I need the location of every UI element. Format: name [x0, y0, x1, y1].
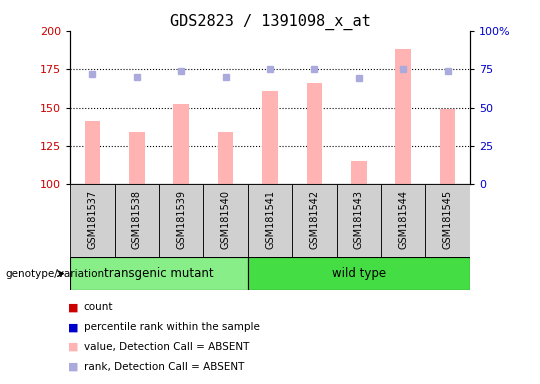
Bar — [336, 184, 381, 257]
Bar — [248, 184, 292, 257]
Bar — [292, 184, 336, 257]
Text: GSM181539: GSM181539 — [176, 190, 186, 249]
Text: GDS2823 / 1391098_x_at: GDS2823 / 1391098_x_at — [170, 13, 370, 30]
Text: GSM181543: GSM181543 — [354, 190, 364, 249]
Bar — [70, 257, 248, 290]
Bar — [395, 49, 411, 184]
Bar — [114, 184, 159, 257]
Bar — [351, 161, 367, 184]
Bar — [248, 257, 470, 290]
Bar — [218, 132, 233, 184]
Text: rank, Detection Call = ABSENT: rank, Detection Call = ABSENT — [84, 362, 244, 372]
Text: ■: ■ — [68, 362, 78, 372]
Text: GSM181540: GSM181540 — [221, 190, 231, 249]
Text: GSM181545: GSM181545 — [443, 190, 453, 249]
Bar — [440, 109, 455, 184]
Bar — [307, 83, 322, 184]
Text: GSM181541: GSM181541 — [265, 190, 275, 249]
Bar — [85, 121, 100, 184]
Text: ■: ■ — [68, 322, 78, 332]
Text: percentile rank within the sample: percentile rank within the sample — [84, 322, 260, 332]
Bar — [173, 104, 189, 184]
Text: wild type: wild type — [332, 267, 386, 280]
Bar — [204, 184, 248, 257]
Text: GSM181544: GSM181544 — [398, 190, 408, 249]
Bar — [262, 91, 278, 184]
Text: ■: ■ — [68, 342, 78, 352]
Text: ■: ■ — [68, 302, 78, 312]
Bar — [159, 184, 204, 257]
Text: transgenic mutant: transgenic mutant — [104, 267, 214, 280]
Text: genotype/variation: genotype/variation — [5, 268, 105, 279]
Text: count: count — [84, 302, 113, 312]
Text: GSM181537: GSM181537 — [87, 190, 97, 249]
Bar — [70, 184, 114, 257]
Bar — [426, 184, 470, 257]
Bar — [381, 184, 426, 257]
Text: GSM181538: GSM181538 — [132, 190, 142, 249]
Text: value, Detection Call = ABSENT: value, Detection Call = ABSENT — [84, 342, 249, 352]
Text: GSM181542: GSM181542 — [309, 190, 319, 249]
Bar — [129, 132, 145, 184]
